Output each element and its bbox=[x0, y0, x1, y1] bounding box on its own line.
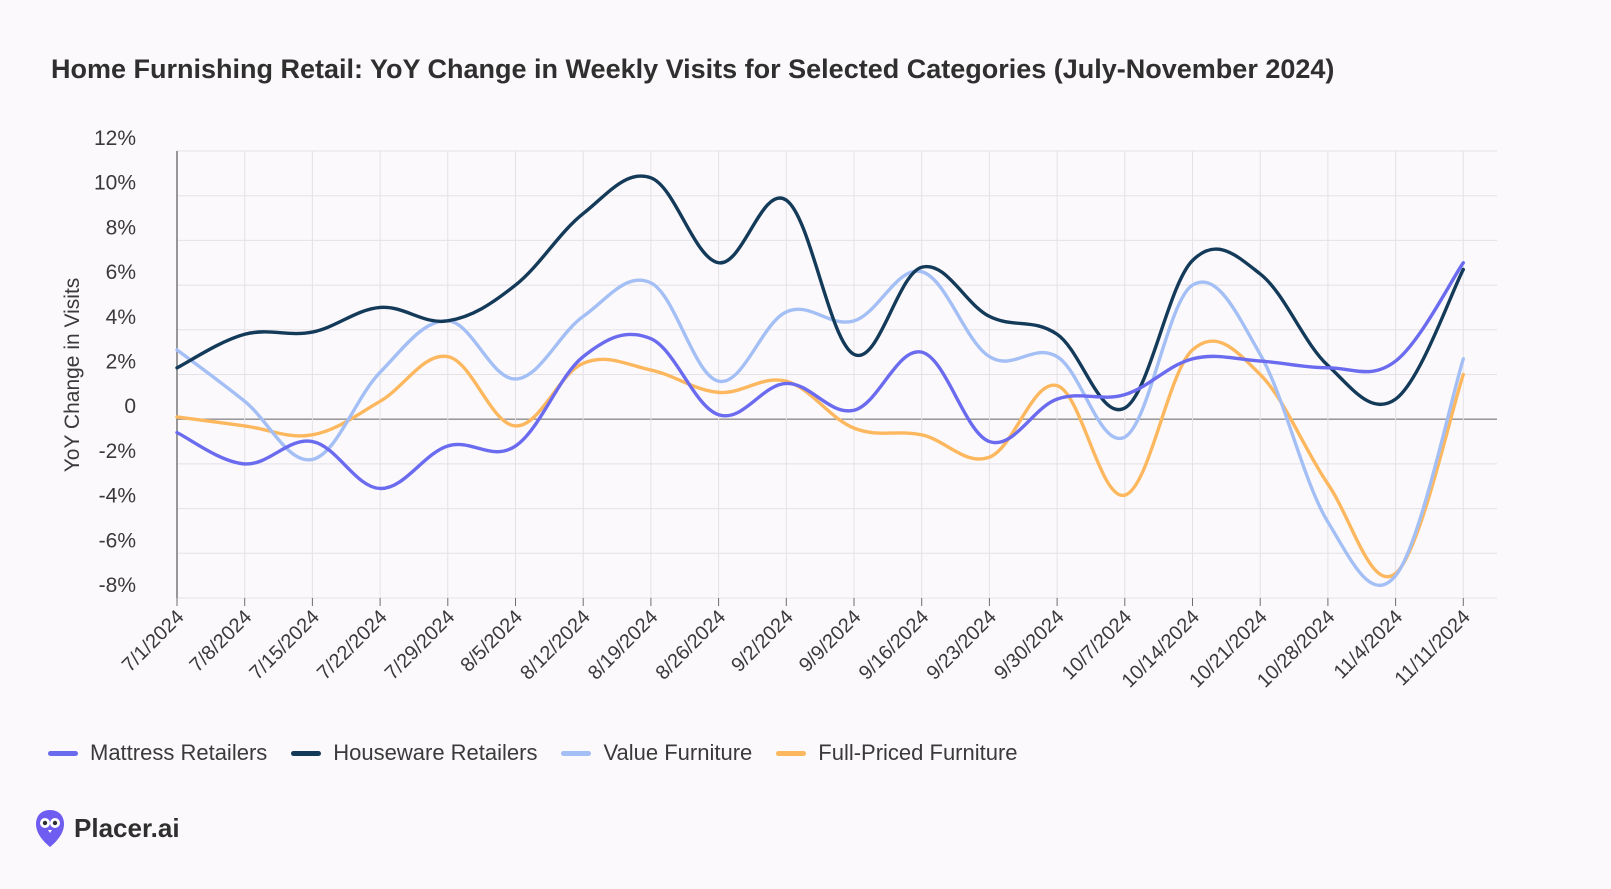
axes bbox=[176, 151, 1464, 606]
brand-name: Placer.ai bbox=[74, 812, 180, 843]
series-line-full-priced[interactable] bbox=[175, 339, 1465, 579]
y-tick-label: 0 bbox=[124, 395, 136, 418]
x-tick-label: 8/12/2024 bbox=[516, 606, 594, 684]
series-lines bbox=[175, 174, 1465, 587]
legend-label-value-furniture: Value Furniture bbox=[603, 740, 753, 765]
x-tick-label: 7/29/2024 bbox=[381, 606, 459, 684]
chart-title: Home Furnishing Retail: YoY Change in We… bbox=[51, 54, 1335, 84]
x-tick-label: 8/19/2024 bbox=[584, 606, 662, 684]
x-tick-label: 8/5/2024 bbox=[456, 606, 527, 677]
x-tick-label: 7/15/2024 bbox=[245, 606, 323, 684]
y-axis-ticks: 12% 10% 8% 6% 4% 2% 0 -2% -4% -6% -8% bbox=[94, 127, 136, 597]
x-tick-label: 9/23/2024 bbox=[922, 606, 1000, 684]
legend-item-full-priced[interactable]: Full-Priced Furniture bbox=[776, 740, 1018, 766]
x-tick-label: 9/16/2024 bbox=[855, 606, 933, 684]
y-axis-title: YoY Change in Visits bbox=[61, 278, 84, 473]
x-tick-label: 7/1/2024 bbox=[118, 606, 189, 677]
y-tick-label: 2% bbox=[106, 351, 136, 374]
x-tick-label: 7/22/2024 bbox=[313, 606, 391, 684]
x-tick-label: 9/9/2024 bbox=[795, 606, 866, 677]
legend-swatch-full-priced bbox=[776, 750, 807, 756]
series-line-value-furniture[interactable] bbox=[175, 269, 1465, 587]
legend-item-mattress[interactable]: Mattress Retailers bbox=[48, 740, 267, 766]
y-tick-label: 4% bbox=[106, 306, 136, 329]
legend: Mattress Retailers Houseware Retailers V… bbox=[48, 740, 1018, 766]
x-axis-ticks: 7/1/20247/8/20247/15/20247/22/20247/29/2… bbox=[118, 606, 1475, 692]
y-tick-label: 8% bbox=[106, 216, 136, 239]
owl-logo-icon bbox=[36, 810, 64, 847]
legend-label-full-priced: Full-Priced Furniture bbox=[818, 740, 1018, 765]
series-line-mattress[interactable] bbox=[175, 261, 1465, 491]
y-tick-label: -6% bbox=[99, 529, 136, 552]
series-line-houseware[interactable] bbox=[175, 174, 1465, 412]
grid-lines bbox=[177, 150, 1497, 599]
x-tick-label: 8/26/2024 bbox=[652, 606, 730, 684]
y-tick-label: 12% bbox=[94, 127, 136, 150]
legend-label-houseware: Houseware Retailers bbox=[333, 740, 538, 765]
legend-item-houseware[interactable]: Houseware Retailers bbox=[291, 740, 537, 766]
y-tick-label: 6% bbox=[106, 261, 136, 284]
x-tick-label: 9/2/2024 bbox=[727, 606, 798, 677]
y-tick-label: 10% bbox=[94, 172, 136, 195]
y-tick-label: -8% bbox=[99, 574, 136, 597]
legend-item-value-furniture[interactable]: Value Furniture bbox=[561, 740, 752, 766]
x-tick-label: 7/8/2024 bbox=[186, 606, 257, 677]
legend-swatch-houseware bbox=[291, 750, 322, 756]
legend-swatch-value-furniture bbox=[561, 750, 592, 756]
legend-label-mattress: Mattress Retailers bbox=[90, 740, 268, 765]
placer-brand[interactable]: Placer.ai bbox=[34, 808, 180, 848]
legend-swatch-mattress bbox=[48, 750, 78, 756]
x-tick-label: 9/30/2024 bbox=[990, 606, 1068, 684]
y-tick-label: -4% bbox=[99, 485, 136, 508]
y-tick-label: -2% bbox=[99, 440, 136, 463]
